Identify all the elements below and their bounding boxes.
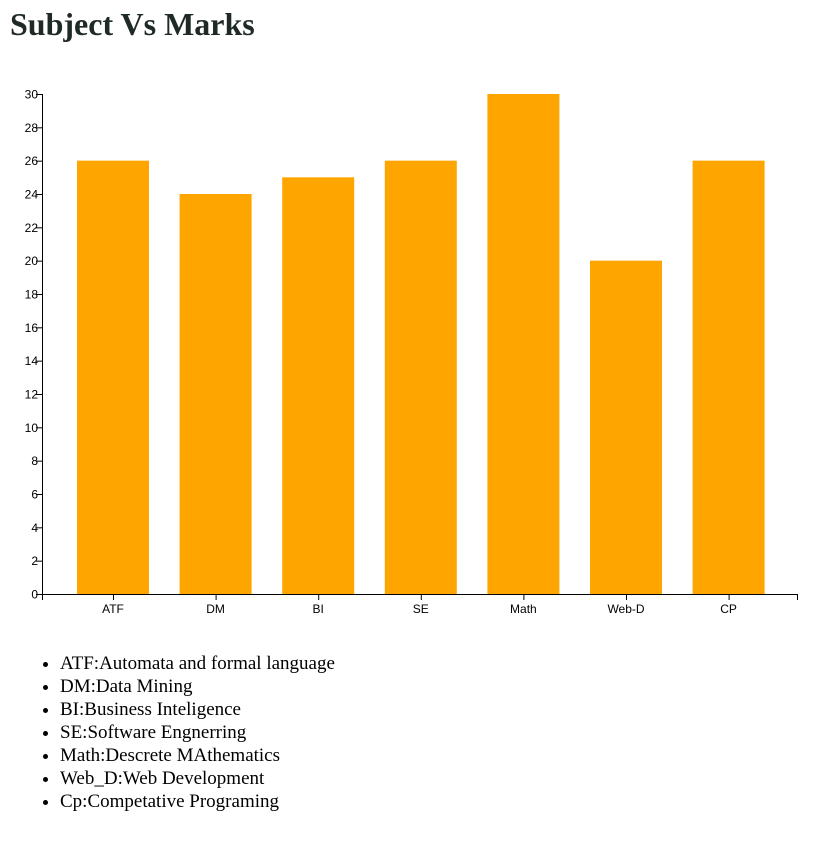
bar-cp	[692, 160, 765, 594]
x-axis: ATF DM BI SE Math Web-D CP	[42, 594, 798, 616]
bar-bi	[282, 177, 355, 595]
y-tick-label-10: 10	[25, 421, 39, 435]
legend-item-bi: BI:Business Inteligence	[60, 698, 335, 721]
y-tick-label-24: 24	[25, 188, 39, 202]
bar-atf	[77, 160, 149, 594]
x-tick-label-bi: BI	[313, 602, 324, 616]
y-tick-label-16: 16	[25, 321, 39, 335]
y-tick-label-30: 30	[25, 88, 39, 102]
y-tick-label-12: 12	[25, 388, 39, 402]
x-axis-line	[42, 594, 798, 600]
bars-group	[77, 94, 765, 595]
y-tick-label-0: 0	[31, 588, 38, 602]
bar-math	[487, 94, 560, 594]
y-axis-line	[36, 94, 43, 595]
y-tick-label-18: 18	[25, 288, 39, 302]
y-tick-label-2: 2	[31, 554, 38, 568]
page-title: Subject Vs Marks	[10, 6, 255, 42]
subject-legend-list: ATF:Automata and formal language DM:Data…	[20, 652, 335, 813]
y-tick-label-8: 8	[31, 454, 38, 468]
legend-item-se: SE:Software Engnerring	[60, 721, 335, 744]
bar-dm	[179, 194, 252, 594]
x-tick-label-se: SE	[413, 602, 429, 616]
legend-item-math: Math:Descrete MAthematics	[60, 744, 335, 767]
x-tick-label-dm: DM	[206, 602, 225, 616]
legend-item-atf: ATF:Automata and formal language	[60, 652, 335, 675]
y-tick-label-6: 6	[31, 488, 38, 502]
y-tick-label-22: 22	[25, 221, 39, 235]
y-tick-label-4: 4	[31, 521, 38, 535]
bar-se	[384, 160, 457, 594]
bar-web-d	[590, 260, 662, 594]
y-tick-label-26: 26	[25, 154, 39, 168]
y-tick-label-28: 28	[25, 121, 39, 135]
x-tick-label-cp: CP	[720, 602, 737, 616]
y-tick-label-20: 20	[25, 254, 39, 268]
legend-item-cp: Cp:Competative Programing	[60, 790, 335, 813]
x-tick-label-atf: ATF	[102, 602, 124, 616]
legend-item-dm: DM:Data Mining	[60, 675, 335, 698]
y-tick-label-14: 14	[25, 354, 39, 368]
legend-item-web-d: Web_D:Web Development	[60, 767, 335, 790]
x-tick-label-math: Math	[510, 602, 537, 616]
x-tick-label-web-d: Web-D	[607, 602, 644, 616]
